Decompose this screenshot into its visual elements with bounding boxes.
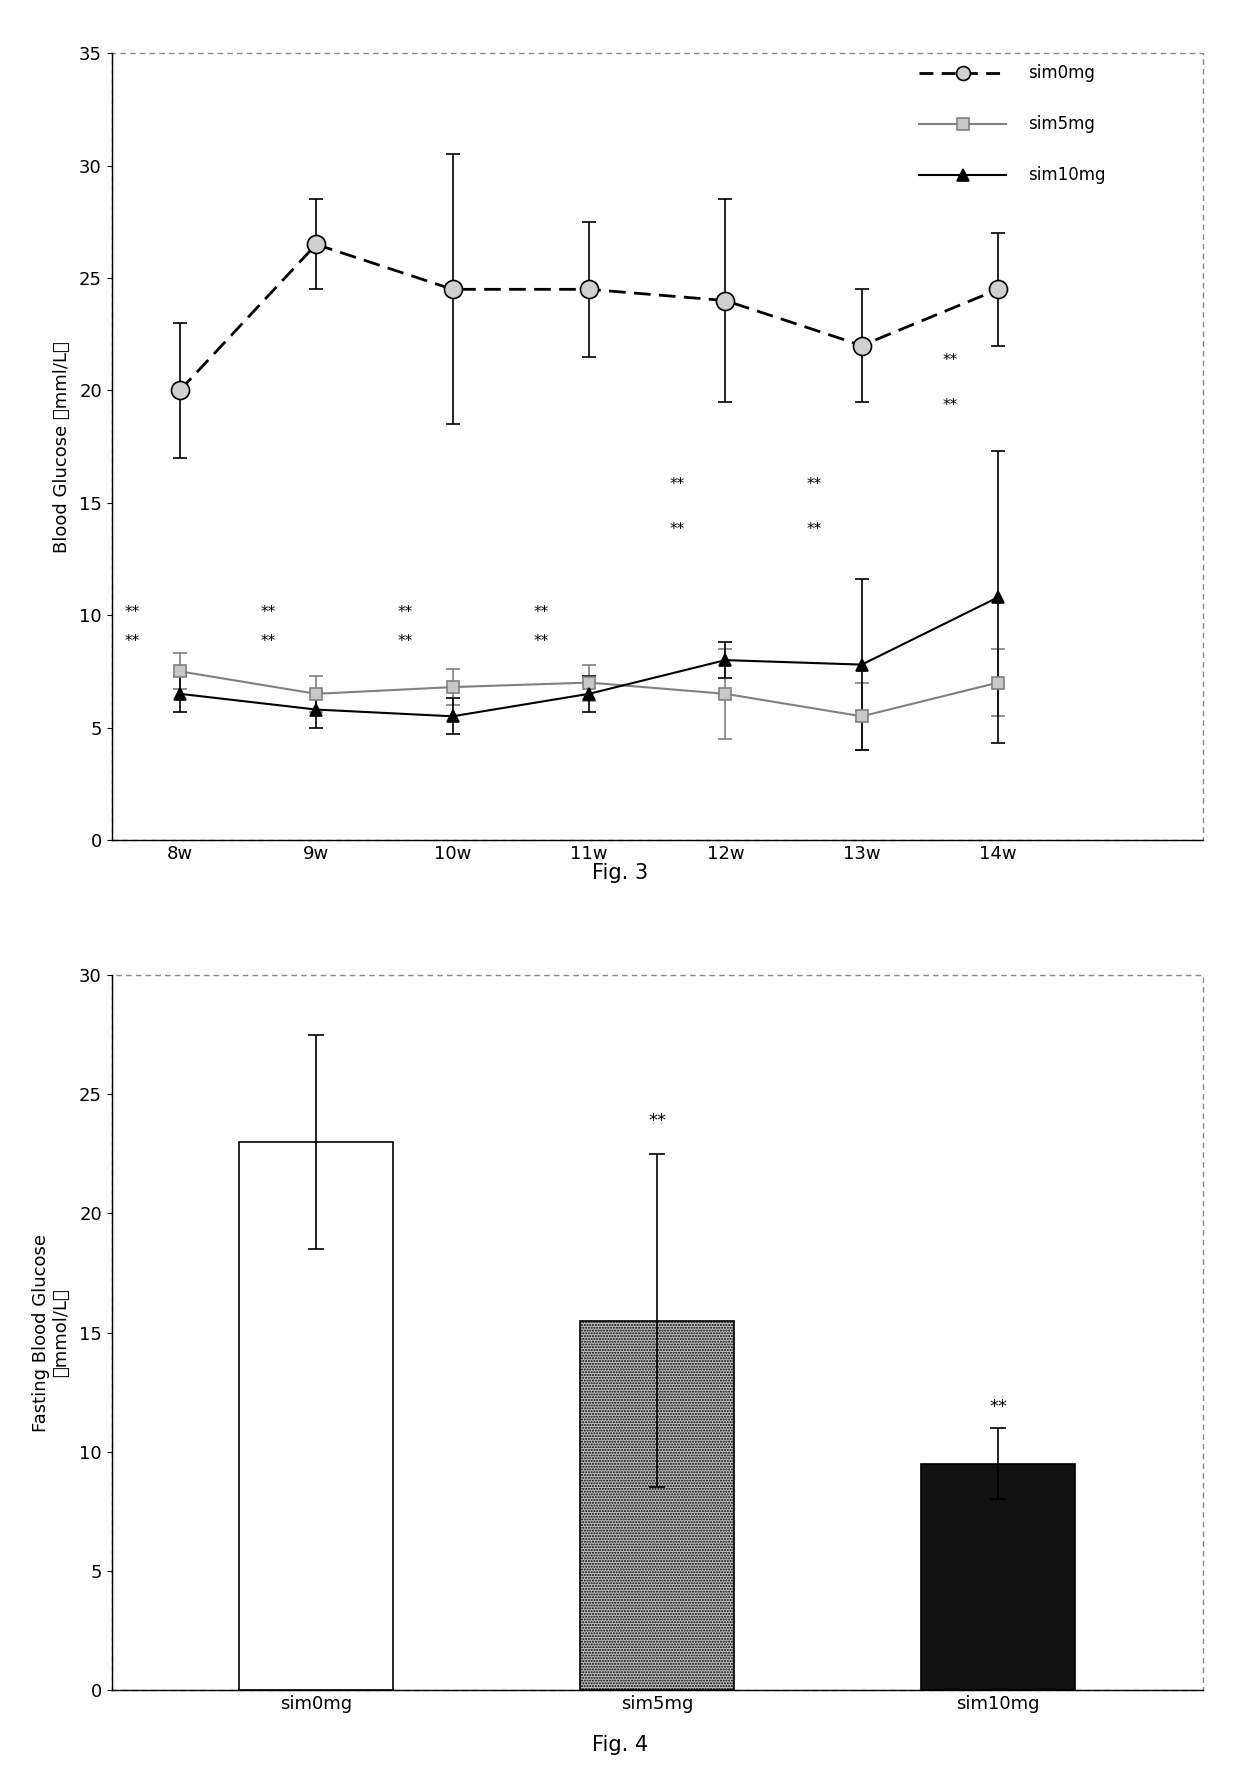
Text: **: ** bbox=[260, 633, 277, 649]
Text: **: ** bbox=[942, 352, 959, 368]
Bar bbox=[239, 1142, 393, 1690]
Text: **: ** bbox=[670, 477, 686, 491]
Bar bbox=[921, 1464, 1075, 1690]
Y-axis label: Fasting Blood Glucose
（mmol/L）: Fasting Blood Glucose （mmol/L） bbox=[32, 1233, 71, 1432]
Text: **: ** bbox=[942, 398, 959, 413]
Text: **: ** bbox=[397, 633, 413, 649]
Text: **: ** bbox=[806, 521, 822, 537]
Text: sim5mg: sim5mg bbox=[1028, 116, 1095, 133]
Text: Fig. 4: Fig. 4 bbox=[591, 1735, 649, 1754]
Y-axis label: Blood Glucose （mml/L）: Blood Glucose （mml/L） bbox=[52, 342, 71, 553]
Text: **: ** bbox=[124, 633, 140, 649]
Bar bbox=[112, 53, 1203, 840]
Text: **: ** bbox=[670, 521, 686, 537]
Text: **: ** bbox=[990, 1398, 1007, 1416]
Text: sim10mg: sim10mg bbox=[1028, 165, 1106, 185]
Text: **: ** bbox=[649, 1112, 666, 1130]
Text: **: ** bbox=[397, 605, 413, 619]
Bar bbox=[112, 975, 1203, 1690]
Text: Fig. 3: Fig. 3 bbox=[591, 863, 649, 882]
Text: **: ** bbox=[260, 605, 277, 619]
Bar bbox=[580, 1320, 734, 1690]
Text: **: ** bbox=[124, 605, 140, 619]
Text: **: ** bbox=[533, 633, 549, 649]
Text: sim0mg: sim0mg bbox=[1028, 64, 1095, 82]
Text: **: ** bbox=[806, 477, 822, 491]
Text: **: ** bbox=[533, 605, 549, 619]
